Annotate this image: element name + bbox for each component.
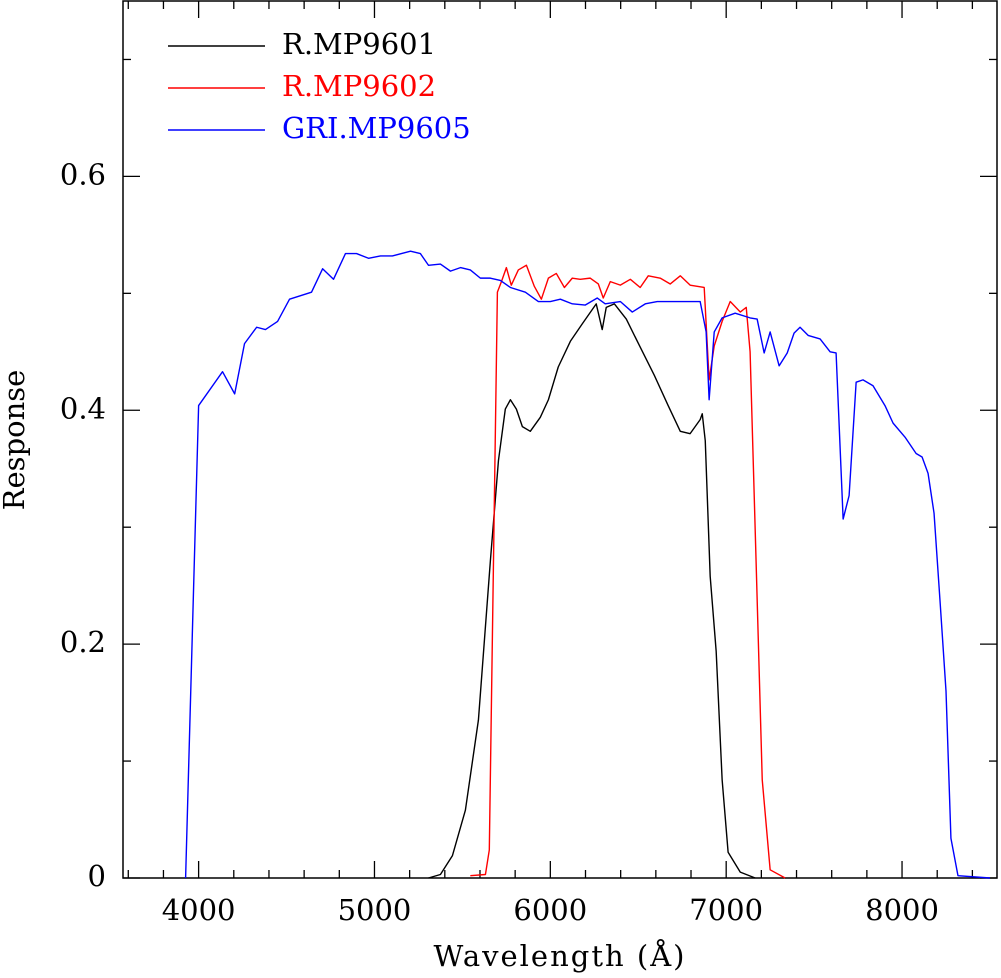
legend-label: R.MP9602 — [282, 69, 436, 103]
x-tick-label: 5000 — [338, 893, 412, 927]
y-tick-label: 0.4 — [60, 391, 106, 425]
legend-label: R.MP9601 — [282, 27, 436, 61]
y-tick-label: 0.6 — [60, 157, 106, 191]
x-tick-label: 4000 — [162, 893, 236, 927]
x-tick-label: 6000 — [513, 893, 587, 927]
x-axis-label: Wavelength (Å) — [434, 938, 687, 973]
series-line — [470, 264, 786, 879]
plot-frame — [122, 0, 998, 879]
x-tick-label: 7000 — [689, 893, 763, 927]
x-tick-label: 8000 — [865, 893, 939, 927]
legend-label: GRI.MP9605 — [282, 111, 471, 145]
series-line — [428, 303, 756, 879]
y-axis-label: Response — [0, 370, 31, 511]
series-line — [184, 250, 991, 879]
y-tick-label: 0 — [88, 859, 106, 893]
y-tick-label: 0.2 — [60, 625, 106, 659]
